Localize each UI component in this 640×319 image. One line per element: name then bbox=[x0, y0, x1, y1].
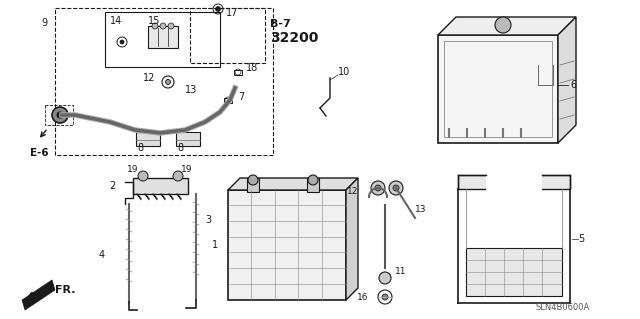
Text: 14: 14 bbox=[110, 16, 122, 26]
Text: SLN4B0600A: SLN4B0600A bbox=[535, 303, 589, 313]
Text: 1: 1 bbox=[212, 240, 218, 250]
Circle shape bbox=[152, 23, 158, 29]
Text: 10: 10 bbox=[338, 67, 350, 77]
Text: 17: 17 bbox=[226, 8, 238, 18]
Polygon shape bbox=[486, 173, 542, 191]
Polygon shape bbox=[438, 35, 558, 143]
Polygon shape bbox=[247, 178, 259, 192]
Text: 13: 13 bbox=[185, 85, 197, 95]
Text: 19: 19 bbox=[127, 166, 139, 174]
Text: 4: 4 bbox=[99, 250, 105, 260]
Text: 15: 15 bbox=[148, 16, 161, 26]
Circle shape bbox=[160, 23, 166, 29]
Polygon shape bbox=[136, 132, 160, 146]
Polygon shape bbox=[176, 132, 200, 146]
Polygon shape bbox=[22, 280, 55, 310]
Circle shape bbox=[216, 6, 221, 11]
Text: 12: 12 bbox=[143, 73, 155, 83]
Text: 2: 2 bbox=[109, 181, 115, 191]
Polygon shape bbox=[466, 248, 562, 296]
Polygon shape bbox=[307, 178, 319, 192]
Circle shape bbox=[308, 175, 318, 185]
Circle shape bbox=[52, 107, 68, 123]
Polygon shape bbox=[228, 190, 346, 300]
Circle shape bbox=[166, 79, 170, 85]
Text: 13: 13 bbox=[415, 205, 426, 214]
Circle shape bbox=[393, 185, 399, 191]
Text: 11: 11 bbox=[395, 268, 406, 277]
Text: E-6: E-6 bbox=[30, 148, 49, 158]
Circle shape bbox=[495, 17, 511, 33]
Text: 8: 8 bbox=[137, 143, 143, 153]
Circle shape bbox=[382, 294, 388, 300]
Polygon shape bbox=[558, 17, 576, 143]
Circle shape bbox=[389, 181, 403, 195]
Text: 6: 6 bbox=[570, 80, 576, 90]
Text: 5: 5 bbox=[578, 234, 584, 244]
Polygon shape bbox=[346, 178, 358, 300]
Text: 16: 16 bbox=[356, 293, 368, 302]
Polygon shape bbox=[148, 26, 178, 48]
Circle shape bbox=[120, 40, 124, 44]
Circle shape bbox=[57, 112, 63, 118]
Text: FR.: FR. bbox=[55, 285, 76, 295]
Circle shape bbox=[138, 171, 148, 181]
Circle shape bbox=[173, 171, 183, 181]
Circle shape bbox=[379, 272, 391, 284]
Circle shape bbox=[371, 181, 385, 195]
Polygon shape bbox=[458, 175, 570, 189]
Text: 12: 12 bbox=[347, 188, 358, 197]
Polygon shape bbox=[438, 17, 576, 35]
Polygon shape bbox=[228, 178, 358, 190]
Circle shape bbox=[168, 23, 174, 29]
Circle shape bbox=[375, 185, 381, 191]
Text: 32200: 32200 bbox=[270, 31, 318, 45]
Polygon shape bbox=[133, 178, 188, 194]
Text: 7: 7 bbox=[238, 92, 244, 102]
Text: 3: 3 bbox=[205, 215, 211, 225]
Circle shape bbox=[248, 175, 258, 185]
Text: 8: 8 bbox=[177, 143, 183, 153]
Text: 18: 18 bbox=[246, 63, 259, 73]
Text: 19: 19 bbox=[181, 166, 193, 174]
Text: 9: 9 bbox=[42, 18, 48, 28]
Text: B-7: B-7 bbox=[270, 19, 291, 29]
